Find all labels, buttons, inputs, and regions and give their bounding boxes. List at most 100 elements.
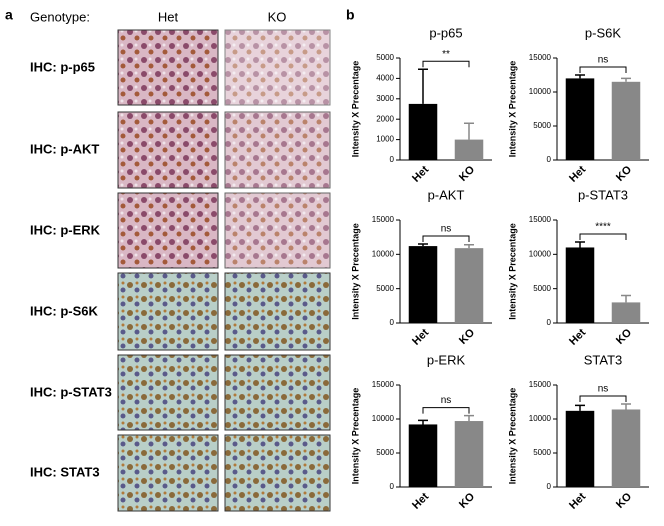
bar [454,248,484,323]
y-axis-label: Intensity X Precentage [507,223,517,320]
y-tick-label: 10000 [529,414,552,423]
panel-label: a [5,7,13,23]
chart-title: p-STAT3 [578,187,628,202]
micrographs [117,29,331,512]
y-tick-label: 10000 [372,414,395,423]
chart-title: p-S6K [585,25,621,40]
error-bar [621,403,631,410]
bar [565,247,595,323]
significance-label: ns [598,384,609,395]
y-tick-label: 10000 [529,249,552,258]
chart-title: p-p65 [429,25,462,40]
column-label: Het [158,9,179,24]
row-label: IHC: p-S6K [30,303,99,318]
significance-label: ns [441,224,452,235]
y-axis-label: Intensity X Precentage [350,388,360,485]
error-bar [418,419,428,425]
significance-bracket [422,60,470,68]
y-tick-label: 5000 [376,448,394,457]
micrograph [224,29,331,106]
row-label: IHC: p-p65 [30,59,95,74]
micrograph [224,272,331,351]
y-axis-label: Intensity X Precentage [350,61,360,158]
bar [611,302,641,323]
y-tick-label: 0 [547,482,552,491]
x-tick-label: Het [410,326,431,347]
y-axis-label: Intensity X Precentage [507,388,517,485]
micrograph [224,111,331,189]
y-tick-label: 4000 [376,74,394,83]
bar [611,81,641,160]
x-tick-label: Het [567,163,588,184]
row-label: IHC: p-AKT [30,141,99,156]
micrograph [117,111,219,189]
y-tick-label: 0 [390,482,395,491]
micrograph [117,192,219,269]
chart-title: p-AKT [428,187,465,202]
x-tick-label: KO [457,326,477,346]
y-tick-label: 10000 [529,87,552,96]
y-axis-label: Intensity X Precentage [350,223,360,320]
micrograph [117,354,219,431]
x-tick-label: Het [567,490,588,511]
y-tick-label: 10000 [372,249,395,258]
y-axis-label: Intensity X Precentage [507,61,517,158]
error-bar [621,294,631,303]
significance-label: ns [598,55,609,66]
x-tick-label: KO [457,163,477,183]
bar [565,410,595,487]
error-bar [464,243,474,249]
panel-label: b [346,7,355,23]
x-tick-label: Het [567,326,588,347]
y-tick-label: 15000 [529,380,552,389]
bar [408,424,438,487]
significance-label: ns [441,395,452,406]
chart-title: p-ERK [427,352,466,367]
chart-title: STAT3 [584,352,623,367]
significance-bracket [422,235,470,243]
row-label: IHC: p-STAT3 [30,384,112,399]
significance-bracket [579,233,627,240]
significance-bracket [579,395,627,403]
bar [408,103,438,160]
row-label: IHC: STAT3 [30,464,100,479]
y-tick-label: 15000 [529,53,552,62]
significance-bracket [579,66,627,73]
x-tick-label: Het [410,490,431,511]
bar [611,409,641,487]
y-tick-label: 0 [390,155,395,164]
y-tick-label: 0 [390,318,395,327]
y-tick-label: 0 [547,318,552,327]
y-tick-label: 3000 [376,94,394,103]
y-tick-label: 5000 [533,121,551,130]
y-tick-label: 5000 [376,53,394,62]
x-tick-label: KO [614,490,634,510]
y-tick-label: 15000 [529,215,552,224]
error-bar [621,77,631,82]
micrograph [117,434,219,512]
significance-label: **** [595,222,611,233]
y-tick-label: 2000 [376,114,394,123]
row-label: IHC: p-ERK [30,222,101,237]
x-tick-label: KO [614,163,634,183]
y-tick-label: 5000 [533,284,551,293]
bar [565,78,595,160]
error-bar [418,243,428,247]
error-bar [464,414,474,422]
micrograph [117,272,219,351]
y-tick-label: 5000 [376,284,394,293]
x-tick-label: Het [410,163,431,184]
significance-label: ** [442,49,450,60]
micrograph [224,354,331,431]
y-tick-label: 5000 [533,448,551,457]
error-bar [575,241,585,248]
micrograph [224,434,331,512]
bar [454,421,484,487]
y-tick-label: 15000 [372,215,395,224]
error-bar [575,404,585,411]
error-bar [418,68,428,104]
genotype-label: Genotype: [30,9,90,24]
significance-bracket [422,407,470,414]
